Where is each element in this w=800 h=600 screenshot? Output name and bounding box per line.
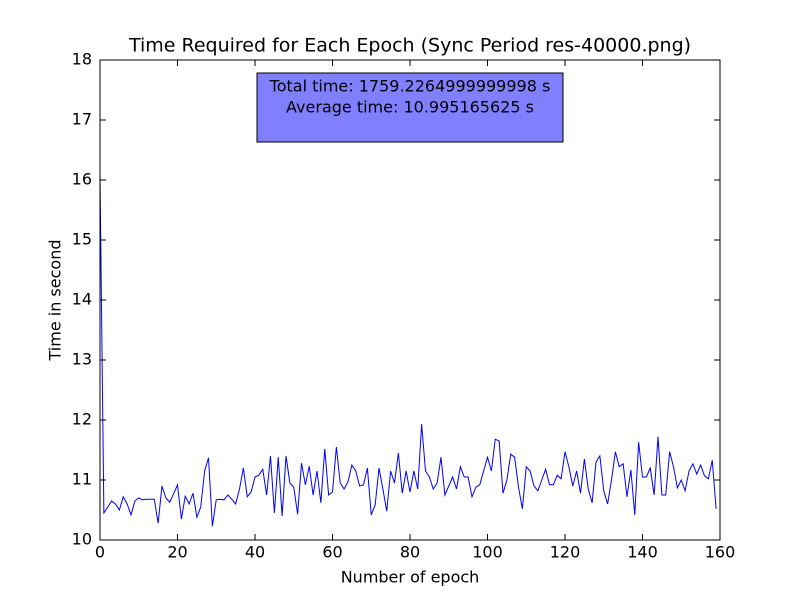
x-tick-label: 160	[705, 543, 736, 562]
y-tick-label: 17	[72, 110, 92, 129]
y-axis-label: Time in second	[46, 240, 65, 362]
annotation: Total time: 1759.2264999999998 s	[269, 77, 551, 96]
chart-title: Time Required for Each Epoch (Sync Perio…	[128, 35, 691, 57]
y-tick-label: 16	[72, 170, 92, 189]
y-tick-label: 15	[72, 230, 92, 249]
x-tick-label: 0	[95, 543, 105, 562]
x-tick-label: 120	[550, 543, 581, 562]
plot-frame	[99, 59, 721, 541]
x-tick-label: 80	[400, 543, 420, 562]
y-tick-label: 10	[72, 530, 92, 549]
y-tick-label: 14	[72, 290, 92, 309]
x-tick-label: 60	[322, 543, 342, 562]
annotation: Average time: 10.995165625 s	[286, 98, 534, 117]
x-tick-label: 20	[167, 543, 187, 562]
y-tick-label: 11	[72, 470, 92, 489]
y-tick-label: 18	[72, 50, 92, 69]
y-tick-label: 12	[72, 410, 92, 429]
data-line	[99, 175, 717, 527]
x-tick-label: 40	[245, 543, 265, 562]
annotation-box	[256, 72, 564, 143]
x-tick-label: 140	[627, 543, 658, 562]
y-tick-label: 13	[72, 350, 92, 369]
x-axis-label: Number of epoch	[341, 568, 480, 587]
x-tick-label: 100	[472, 543, 503, 562]
